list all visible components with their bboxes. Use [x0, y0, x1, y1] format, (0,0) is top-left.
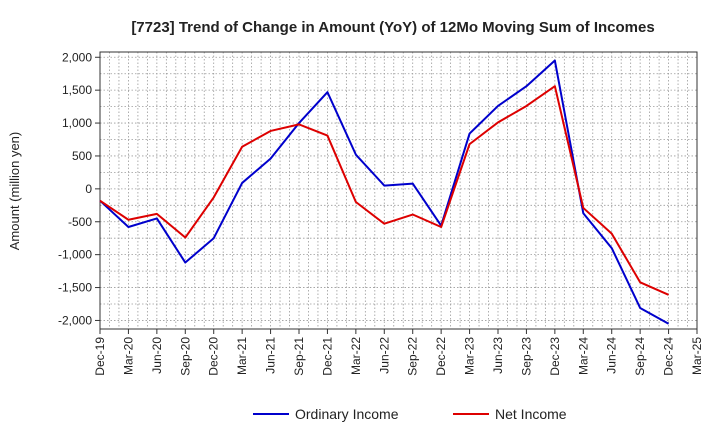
x-axis-ticks: Dec-19 Mar-20 Jun-20 Sep-20 Dec-20 Mar-21 Jun-…	[93, 329, 704, 376]
y-tick-label: -1,500	[58, 281, 92, 295]
x-tick-label: Mar-20	[121, 337, 135, 375]
x-tick-label: Mar-22	[349, 337, 363, 375]
x-tick-label: Dec-20	[207, 337, 221, 376]
x-tick-label: Mar-24	[576, 337, 590, 375]
x-tick-label: Dec-24	[662, 337, 676, 376]
x-tick-label: Dec-21	[320, 337, 334, 376]
legend: Ordinary Income Net Income	[253, 406, 567, 422]
x-tick-label: Sep-24	[633, 337, 647, 376]
chart-title: [7723] Trend of Change in Amount (YoY) o…	[131, 19, 654, 36]
x-tick-label: Jun-23	[491, 337, 505, 374]
x-tick-label: Mar-23	[463, 337, 477, 375]
x-tick-label: Jun-24	[605, 337, 619, 374]
x-tick-label: Jun-20	[150, 337, 164, 374]
y-tick-label: 500	[72, 149, 92, 163]
x-tick-label: Sep-22	[406, 337, 420, 376]
x-tick-label: Sep-21	[292, 337, 306, 376]
series-lines	[99, 59, 670, 325]
legend-label-net-income: Net Income	[495, 406, 567, 422]
y-axis-label: Amount (million yen)	[7, 132, 22, 251]
x-tick-label: Mar-21	[235, 337, 249, 375]
x-tick-label: Jun-21	[264, 337, 278, 374]
x-tick-label: Sep-20	[178, 337, 192, 376]
x-tick-label: Mar-25	[690, 337, 704, 375]
y-tick-label: -500	[68, 215, 92, 229]
y-tick-label: -1,000	[58, 248, 92, 262]
y-tick-label: 0	[85, 182, 92, 196]
series-line-ordinary-income	[99, 59, 670, 325]
x-tick-label: Dec-22	[434, 337, 448, 376]
series-line-net-income	[99, 85, 669, 296]
legend-label-ordinary-income: Ordinary Income	[295, 406, 399, 422]
y-tick-label: 1,500	[62, 83, 92, 97]
x-tick-label: Dec-23	[548, 337, 562, 376]
y-tick-label: 1,000	[62, 116, 92, 130]
y-tick-label: 2,000	[62, 50, 92, 64]
y-axis-ticks: 2,000 1,500 1,000 500 0 -500 -1,000 -1,500 -2,00…	[58, 50, 100, 327]
grid	[100, 52, 697, 329]
y-tick-label: -2,000	[58, 313, 92, 327]
x-tick-label: Dec-19	[93, 337, 107, 376]
plot-frame	[99, 51, 698, 330]
x-tick-label: Sep-23	[519, 337, 533, 376]
x-tick-label: Jun-22	[377, 337, 391, 374]
